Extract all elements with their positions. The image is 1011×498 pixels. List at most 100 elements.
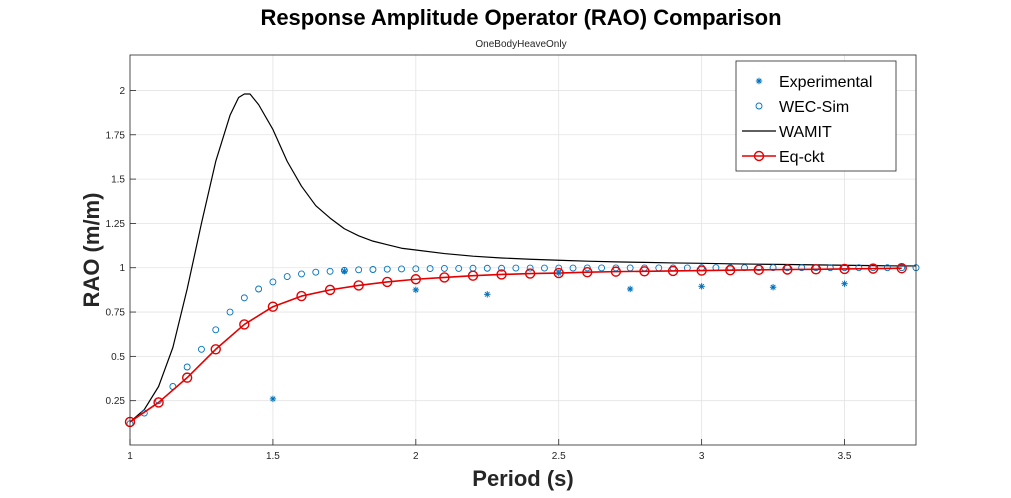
data-point-wec-sim (269, 278, 277, 286)
data-point-eq-ckt (296, 290, 307, 302)
data-point-eq-ckt (467, 270, 479, 281)
data-point-experimental (555, 269, 562, 277)
y-tick-label: 0.75 (106, 308, 126, 319)
data-point-eq-ckt (553, 267, 564, 279)
data-point-wec-sim (483, 264, 491, 272)
legend-label-wamit: WAMIT (779, 124, 832, 141)
data-point-wec-sim (412, 265, 420, 273)
y-tick-label: 2 (119, 86, 125, 97)
data-point-experimental (412, 286, 420, 294)
data-point-experimental (769, 284, 777, 291)
data-point-eq-ckt (582, 266, 593, 278)
data-point-wec-sim (769, 264, 777, 272)
legend-label-experimental: Experimental (779, 74, 872, 91)
x-tick-label: 3 (699, 451, 705, 462)
data-point-wec-sim (583, 264, 591, 272)
data-point-wec-sim (240, 294, 248, 302)
data-point-eq-ckt (439, 272, 450, 283)
y-axis-label: RAO (m/m) (79, 193, 104, 308)
data-point-eq-ckt (839, 263, 850, 275)
data-point-experimental (484, 291, 491, 298)
data-point-eq-ckt (353, 280, 364, 291)
data-point-eq-ckt (524, 268, 536, 279)
data-point-wec-sim (312, 268, 320, 276)
legend-item-wec-sim: WEC-Sim (755, 99, 849, 116)
axis-ticks: 1 1.5 2 2.5 3 3.5 0.25 0.5 0.75 1 1.25 1.5 1.75 2 (106, 86, 852, 462)
data-point-wec-sim (455, 264, 463, 272)
data-point-eq-ckt (210, 344, 221, 355)
x-tick-label: 2.5 (552, 451, 566, 462)
data-point-experimental (698, 283, 705, 290)
x-tick-label: 1 (127, 451, 133, 462)
data-point-wec-sim (540, 264, 548, 272)
series-layer (124, 93, 920, 428)
data-point-eq-ckt (725, 265, 736, 276)
data-point-wec-sim (212, 326, 220, 334)
data-point-wec-sim (298, 270, 305, 278)
data-point-wec-sim (440, 264, 448, 272)
x-tick-label: 3.5 (838, 451, 852, 462)
y-tick-label: 1.5 (111, 175, 125, 186)
x-tick-label: 2 (413, 451, 419, 462)
data-point-wec-sim (526, 264, 534, 272)
data-point-wec-sim (369, 266, 377, 273)
legend-marker-wec-sim (755, 102, 763, 110)
data-point-wec-sim (598, 264, 606, 272)
legend-marker-eq-ckt (753, 150, 765, 162)
data-point-experimental (626, 285, 634, 293)
data-point-eq-ckt (782, 264, 793, 275)
legend-label-wec-sim: WEC-Sim (779, 99, 849, 116)
data-point-wec-sim (198, 345, 205, 353)
data-point-eq-ckt (810, 264, 822, 275)
data-point-wec-sim (569, 264, 577, 272)
grid-lines (129, 55, 916, 445)
data-point-experimental (341, 268, 348, 275)
series-line-eq-ckt (129, 267, 902, 423)
data-point-eq-ckt (610, 266, 622, 277)
series-wamit (129, 93, 916, 423)
data-point-eq-ckt (696, 265, 707, 276)
data-point-eq-ckt (382, 276, 393, 288)
x-axis-label: Period (s) (472, 466, 573, 491)
data-point-eq-ckt (639, 266, 650, 277)
legend-item-wamit: WAMIT (742, 124, 832, 141)
legend-marker-experimental (755, 77, 763, 85)
legend-label-eq-ckt: Eq-ckt (779, 149, 825, 166)
plot-frame (129, 54, 917, 446)
data-point-eq-ckt (267, 301, 279, 312)
data-point-eq-ckt (239, 319, 250, 330)
data-point-wec-sim (398, 265, 405, 273)
data-point-wec-sim (426, 265, 434, 273)
data-point-eq-ckt (324, 284, 336, 296)
series-wec-sim (126, 264, 920, 428)
legend-item-experimental: Experimental (755, 74, 872, 91)
data-point-eq-ckt (667, 265, 679, 277)
data-point-eq-ckt (896, 263, 907, 274)
y-tick-label: 1.75 (106, 130, 126, 141)
chart-subtitle: OneBodyHeaveOnly (475, 39, 566, 50)
data-point-wec-sim (826, 264, 834, 272)
data-point-eq-ckt (181, 372, 193, 383)
data-point-eq-ckt (153, 397, 164, 408)
y-tick-label: 0.25 (106, 396, 126, 407)
legend: Experimental WEC-Sim WAMIT Eq-ckt (735, 60, 897, 172)
data-point-eq-ckt (753, 264, 764, 276)
y-tick-label: 1 (119, 263, 125, 274)
data-point-wec-sim (383, 265, 391, 273)
data-point-wec-sim (798, 264, 806, 272)
x-tick-label: 1.5 (266, 451, 280, 462)
series-line-wamit (129, 93, 916, 423)
chart-title: Response Amplitude Operator (RAO) Compar… (260, 5, 781, 30)
data-point-wec-sim (355, 266, 363, 274)
data-point-wec-sim (855, 264, 863, 272)
data-point-wec-sim (283, 273, 291, 281)
data-point-experimental (269, 395, 277, 403)
data-point-experimental (841, 280, 848, 287)
data-point-wec-sim (255, 285, 263, 293)
y-tick-label: 0.5 (111, 352, 125, 363)
data-point-wec-sim (326, 267, 334, 275)
data-point-wec-sim (183, 363, 191, 371)
data-point-wec-sim (140, 409, 148, 417)
legend-item-eq-ckt: Eq-ckt (742, 149, 825, 166)
data-point-eq-ckt (410, 274, 422, 285)
